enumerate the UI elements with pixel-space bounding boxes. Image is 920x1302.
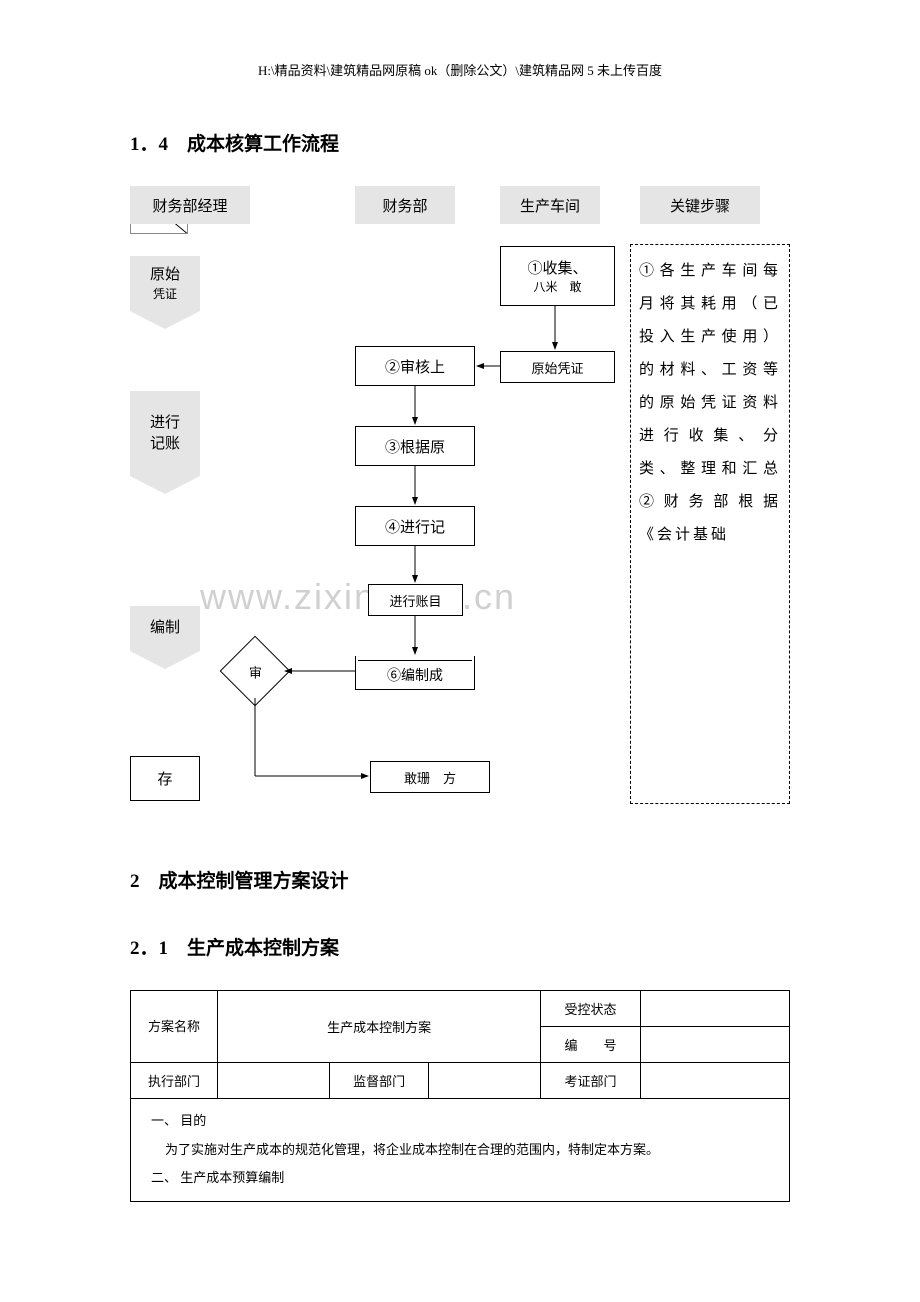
node-8: 敢珊 方 — [370, 761, 490, 793]
left-step-3: 编制 — [150, 618, 180, 639]
cell-supervise-dept-label: 监督部门 — [329, 1063, 428, 1099]
left-step-1: 原始 凭证 — [150, 265, 180, 303]
cell-number-value — [640, 1027, 789, 1063]
cell-verify-dept-label: 考证部门 — [541, 1063, 640, 1099]
cell-plan-name-label: 方案名称 — [131, 991, 218, 1063]
diamond-node: 审 — [230, 663, 280, 682]
plan-table: 方案名称 生产成本控制方案 受控状态 编 号 执行部门 监督部门 考证部门 一、… — [130, 990, 790, 1202]
cell-plan-name-value: 生产成本控制方案 — [218, 991, 541, 1063]
cell-content-body: 一、 目的 为了实施对生产成本的规范化管理，将企业成本控制在合理的范围内，特制定… — [131, 1099, 790, 1202]
node-5: ④进行记 — [355, 506, 475, 546]
cell-exec-dept-label: 执行部门 — [131, 1063, 218, 1099]
header-col-4: 关键步骤 — [640, 186, 760, 224]
header-col-3: 生产车间 — [500, 186, 600, 224]
cell-exec-dept-value — [218, 1063, 330, 1099]
left-step-2: 进行 记账 — [150, 413, 180, 455]
key-steps-box: ①各生产车间每月将其耗用（已投入生产使用）的材料、工资等的原始凭证资料进行收集、… — [630, 244, 790, 804]
section-2-1-title: 2．1 生产成本控制方案 — [130, 933, 790, 960]
cell-supervise-dept-value — [429, 1063, 541, 1099]
watermark: www.zixin.com.cn — [200, 576, 516, 618]
left-step-4: 存 — [130, 756, 200, 801]
node-1: ①收集、 八米 敢 — [500, 246, 615, 306]
file-path-header: H:\精品资料\建筑精品网原稿 ok（删除公文）\建筑精品网 5 未上传百度 — [130, 60, 790, 79]
header-col-2: 财务部 — [355, 186, 455, 224]
cell-status-label: 受控状态 — [541, 991, 640, 1027]
cell-number-label: 编 号 — [541, 1027, 640, 1063]
node-3: ②审核上 — [355, 346, 475, 386]
section-1-4-title: 1．4 成本核算工作流程 — [130, 129, 790, 156]
node-4: ③根据原 — [355, 426, 475, 466]
flowchart: 部 财务部经理 财务部 生产车间 关键步骤 原始 凭证 进行 记账 编制 存 w… — [130, 186, 790, 826]
cell-status-value — [640, 991, 789, 1027]
node-2: 原始凭证 — [500, 351, 615, 383]
node-7: ⑥编制成 — [355, 656, 475, 690]
header-col-1: 财务部经理 — [130, 186, 250, 224]
node-6: 进行账目 — [368, 584, 463, 616]
cell-verify-dept-value — [640, 1063, 789, 1099]
section-2-title: 2 成本控制管理方案设计 — [130, 866, 790, 893]
